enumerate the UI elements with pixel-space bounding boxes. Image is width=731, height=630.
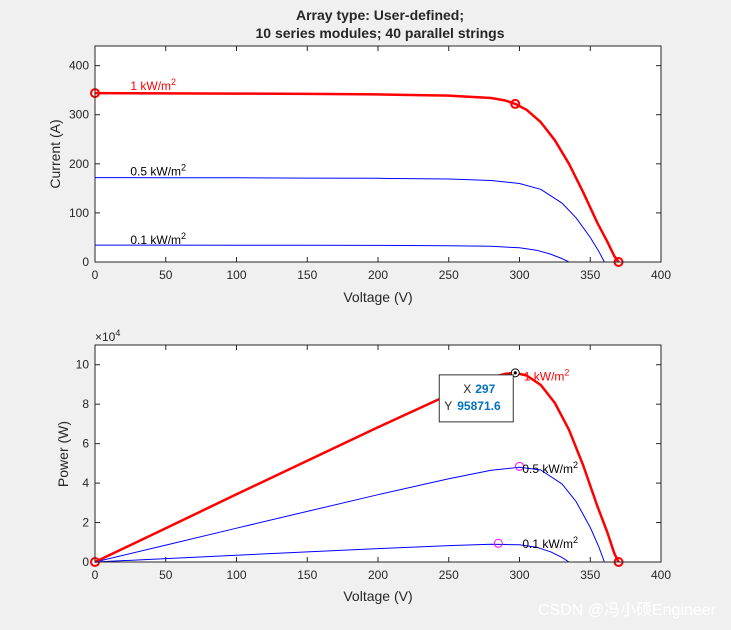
series-line-0-5-kw-m2[interactable] <box>94 466 605 563</box>
chart-title-line-1: Array type: User-defined; <box>296 7 464 23</box>
plot-area-background <box>95 46 661 262</box>
x-tick-labels: 0 50 100 150 200 250 300 350 400 <box>92 568 672 582</box>
irradiance-label-sup: 2 <box>181 163 186 173</box>
y-tick-label: 4 <box>82 476 89 490</box>
x-tick-label: 300 <box>509 268 529 282</box>
series-line-0-1-kw-m2[interactable] <box>94 543 570 563</box>
data-tip-box <box>438 374 514 423</box>
data-tip-y-label: Y <box>444 399 452 413</box>
point-marker <box>510 98 521 109</box>
current-voltage-axes[interactable]: 0 50 100 150 200 250 300 350 400 0 100 200 300 400 1… <box>47 45 672 305</box>
y-tick-label: 10 <box>76 358 90 372</box>
series-line-0-5-kw-m2[interactable] <box>94 177 605 263</box>
y-tick-label: 8 <box>82 397 89 411</box>
x-tick-label: 100 <box>226 568 246 582</box>
irradiance-label: 1 kW/m2 <box>524 368 570 384</box>
x-tick-label: 150 <box>297 268 317 282</box>
x-tick-label: 250 <box>439 568 459 582</box>
x-tick-label: 50 <box>159 568 173 582</box>
x-tick-label: 350 <box>580 268 600 282</box>
y-tick-label: 2 <box>82 516 89 530</box>
irradiance-label-text: 0.5 kW/m <box>522 462 573 476</box>
irradiance-label-text: 0.1 kW/m <box>522 537 573 551</box>
irradiance-label-text: 0.1 kW/m <box>130 233 181 247</box>
x-tick-label: 100 <box>226 268 246 282</box>
point-marker <box>493 538 503 548</box>
plot-area-background <box>95 345 661 562</box>
irradiance-label-sup: 2 <box>573 535 578 545</box>
y-tick-label: 300 <box>69 108 89 122</box>
irradiance-label: 0.5 kW/m2 <box>130 163 186 179</box>
x-tick-label: 400 <box>651 568 671 582</box>
y-tick-labels: 0 2 4 6 8 10 <box>76 358 90 569</box>
irradiance-label-sup: 2 <box>181 231 186 241</box>
x-tick-label: 200 <box>368 568 388 582</box>
y-tick-label: 6 <box>82 437 89 451</box>
irradiance-annotations: 1 kW/m20.5 kW/m20.1 kW/m2 <box>130 77 186 247</box>
y-tick-label: 200 <box>69 157 89 171</box>
series-lines <box>94 371 620 564</box>
x-tick-label: 250 <box>439 268 459 282</box>
y-tick-labels: 0 100 200 300 400 <box>69 59 89 269</box>
irradiance-label-text: 1 kW/m <box>130 79 171 93</box>
y-axis-label: Current (A) <box>47 119 63 188</box>
y-tick-label: 0 <box>82 255 89 269</box>
irradiance-label-text: 1 kW/m <box>524 370 565 384</box>
data-tip-x-value: 297 <box>475 382 495 396</box>
x-tick-label: 0 <box>92 268 99 282</box>
data-tip-y-value: 95871.6 <box>457 399 501 413</box>
y-exponent-label: ×104 <box>95 328 120 344</box>
x-tick-label: 0 <box>92 568 99 582</box>
irradiance-annotations: 1 kW/m20.5 kW/m20.1 kW/m2 <box>522 368 578 552</box>
irradiance-label-sup: 2 <box>171 77 176 87</box>
axes-box <box>94 45 662 263</box>
irradiance-label-sup: 2 <box>564 368 569 378</box>
series-line-0-1-kw-m2[interactable] <box>95 244 570 263</box>
data-tip-point-center <box>513 371 517 375</box>
y-axis-label: Power (W) <box>55 421 71 487</box>
y-tick-label: 400 <box>69 59 89 73</box>
irradiance-label: 0.1 kW/m2 <box>130 231 186 247</box>
y-tick-label: 0 <box>82 555 89 569</box>
chart-title-line-2: 10 series modules; 40 parallel strings <box>255 25 504 41</box>
series-line-1-kw-m2[interactable] <box>94 371 620 564</box>
series-line-1-kw-m2[interactable] <box>94 91 620 263</box>
data-tip-x-label: X <box>463 382 471 396</box>
series-lines <box>94 91 620 263</box>
irradiance-label-text: 0.5 kW/m <box>130 165 181 179</box>
x-tick-label: 350 <box>580 568 600 582</box>
irradiance-label: 1 kW/m2 <box>130 77 176 93</box>
x-axis-label: Voltage (V) <box>343 289 412 305</box>
x-tick-labels: 0 50 100 150 200 250 300 350 400 <box>92 268 672 282</box>
irradiance-label: 0.5 kW/m2 <box>522 460 578 476</box>
x-tick-label: 150 <box>297 568 317 582</box>
x-tick-label: 400 <box>651 268 671 282</box>
data-tip[interactable]: X 297 Y 95871.6 <box>438 368 520 423</box>
x-tick-label: 50 <box>159 268 173 282</box>
x-tick-label: 200 <box>368 268 388 282</box>
x-axis-label: Voltage (V) <box>343 588 412 604</box>
point-marker <box>515 461 524 471</box>
y-tick-label: 100 <box>69 206 89 220</box>
axes-box <box>94 344 662 563</box>
irradiance-label-sup: 2 <box>573 460 578 470</box>
x-tick-label: 300 <box>509 568 529 582</box>
irradiance-label: 0.1 kW/m2 <box>522 535 578 551</box>
watermark: CSDN @冯小硕Engineer <box>538 601 717 619</box>
